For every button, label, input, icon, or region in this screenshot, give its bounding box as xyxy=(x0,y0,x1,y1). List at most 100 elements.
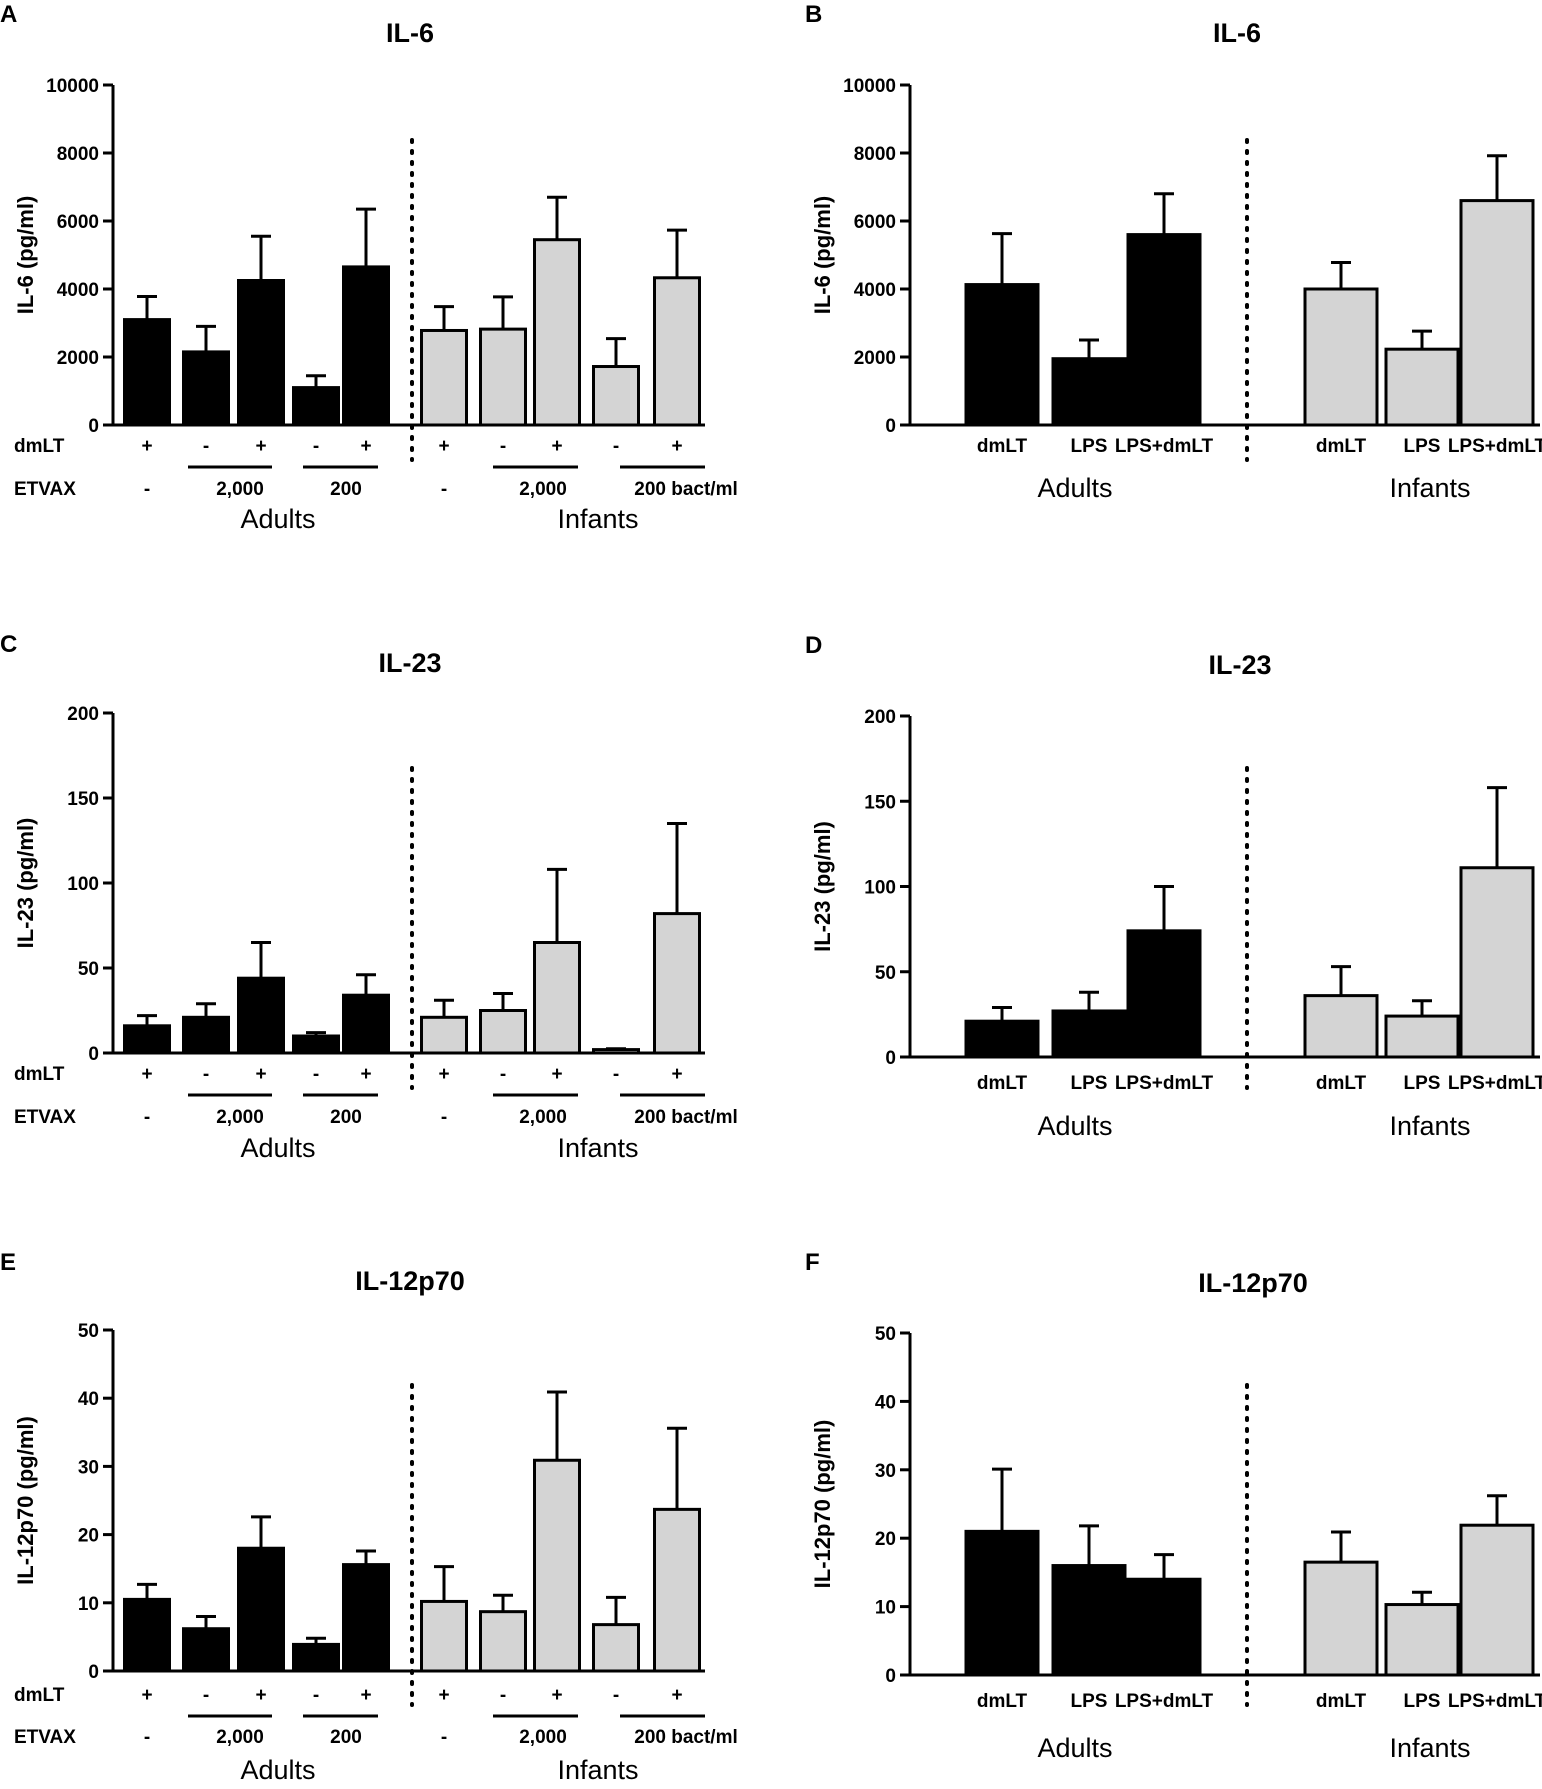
bar xyxy=(479,327,527,427)
group-label-adults: Adults xyxy=(240,1755,315,1785)
dmlt-sign: - xyxy=(203,436,209,457)
category-label: LPS+dmLT xyxy=(1115,436,1214,457)
dmlt-row-label: dmLT xyxy=(14,1685,65,1706)
category-label: LPS xyxy=(1404,1073,1441,1094)
category-label: dmLT xyxy=(977,1691,1028,1712)
category-label: LPS+dmLT xyxy=(1448,1073,1542,1094)
dmlt-sign: + xyxy=(255,436,266,457)
etvax-row-label: ETVAX xyxy=(14,1107,76,1128)
y-tick-label: 200 xyxy=(67,704,99,725)
bar xyxy=(653,912,701,1055)
etvax-row-label: ETVAX xyxy=(14,1727,76,1748)
y-tick-label: 150 xyxy=(67,789,99,810)
dmlt-sign: + xyxy=(551,436,562,457)
bar xyxy=(420,1599,468,1673)
bar xyxy=(964,283,1040,427)
etvax-label: 2,000 xyxy=(519,479,567,500)
y-tick-label: 200 xyxy=(864,707,896,728)
etvax-label: 200 bact/ml xyxy=(634,1107,738,1128)
bar xyxy=(1051,357,1127,427)
chart-title: IL-6 xyxy=(1213,18,1261,48)
y-tick-label: 10000 xyxy=(843,76,896,97)
y-tick-label: 0 xyxy=(88,416,99,437)
y-tick-label: 0 xyxy=(88,1662,99,1683)
y-tick-label: 10 xyxy=(875,1598,896,1619)
bar xyxy=(342,993,390,1055)
dmlt-sign: - xyxy=(500,436,506,457)
group-label-adults: Adults xyxy=(1037,1111,1112,1141)
etvax-label: - xyxy=(144,1107,150,1128)
etvax-label: - xyxy=(441,479,447,500)
dmlt-sign: + xyxy=(551,1064,562,1085)
panel-letter: C xyxy=(0,631,17,658)
y-tick-label: 0 xyxy=(885,1048,896,1069)
etvax-label: 2,000 xyxy=(216,479,264,500)
y-axis-label: IL-6 (pg/ml) xyxy=(810,196,835,315)
dmlt-sign: - xyxy=(313,1064,319,1085)
group-label-infants: Infants xyxy=(557,504,638,534)
dmlt-sign: - xyxy=(313,436,319,457)
dmlt-sign: + xyxy=(141,436,152,457)
bar xyxy=(182,1015,230,1055)
group-label-adults: Adults xyxy=(240,1133,315,1163)
y-tick-label: 6000 xyxy=(854,212,896,233)
y-axis-label: IL-6 (pg/ml) xyxy=(13,196,38,315)
dmlt-sign: + xyxy=(671,1685,682,1706)
bar xyxy=(964,1529,1040,1677)
bar xyxy=(1459,866,1535,1059)
dmlt-sign: + xyxy=(255,1685,266,1706)
category-label: dmLT xyxy=(977,436,1028,457)
dmlt-sign: + xyxy=(551,1685,562,1706)
panel-letter: F xyxy=(805,1249,820,1276)
bar xyxy=(1303,287,1379,427)
bar xyxy=(533,1458,581,1673)
bar xyxy=(420,1015,468,1055)
bar xyxy=(1126,1577,1202,1677)
y-axis-label: IL-23 (pg/ml) xyxy=(13,818,38,949)
etvax-label: - xyxy=(144,479,150,500)
dmlt-sign: - xyxy=(500,1064,506,1085)
panel-letter: B xyxy=(805,1,822,28)
bar xyxy=(479,1009,527,1055)
category-label: LPS+dmLT xyxy=(1115,1073,1214,1094)
category-label: LPS xyxy=(1404,1691,1441,1712)
dmlt-sign: + xyxy=(438,1064,449,1085)
etvax-label: 200 bact/ml xyxy=(634,479,738,500)
bar xyxy=(1384,347,1460,427)
bar xyxy=(1051,1009,1127,1059)
dmlt-sign: + xyxy=(438,1685,449,1706)
bar xyxy=(1303,1560,1379,1677)
bar xyxy=(237,976,285,1055)
bar xyxy=(479,1610,527,1673)
dmlt-sign: + xyxy=(255,1064,266,1085)
panel-e: E IL-12p70 0 10 20 30 40 50 IL-12p70 (pg/ml) dmLT… xyxy=(0,1249,738,1785)
bar xyxy=(292,1642,340,1673)
category-label: LPS xyxy=(1071,436,1108,457)
bar xyxy=(1303,994,1379,1059)
etvax-label: 200 bact/ml xyxy=(634,1727,738,1748)
group-label-adults: Adults xyxy=(240,504,315,534)
panel-letter: E xyxy=(0,1249,16,1276)
chart-title: IL-6 xyxy=(386,18,434,48)
y-tick-label: 10 xyxy=(78,1594,99,1615)
panel-a: A IL-6 0 2000 4000 6000 8000 10000 IL-6 (pg/ml) d… xyxy=(0,1,738,534)
group-label-adults: Adults xyxy=(1037,473,1112,503)
y-tick-label: 100 xyxy=(67,874,99,895)
category-label: LPS+dmLT xyxy=(1448,1691,1542,1712)
dmlt-sign: - xyxy=(613,1064,619,1085)
y-tick-label: 6000 xyxy=(57,212,99,233)
dmlt-row-label: dmLT xyxy=(14,436,65,457)
bar xyxy=(237,1546,285,1673)
bar xyxy=(592,1623,640,1673)
category-label: LPS xyxy=(1071,1073,1108,1094)
group-label-infants: Infants xyxy=(1389,1733,1470,1763)
bar xyxy=(964,1019,1040,1059)
dmlt-sign: + xyxy=(360,1064,371,1085)
y-tick-label: 150 xyxy=(864,792,896,813)
group-label-infants: Infants xyxy=(1389,473,1470,503)
y-axis-label: IL-12p70 (pg/ml) xyxy=(13,1416,38,1585)
y-tick-label: 0 xyxy=(88,1044,99,1065)
panel-f: F IL-12p70 0 10 20 30 40 50 IL-12p70 (pg/ml) dmLT… xyxy=(805,1249,1542,1763)
bar xyxy=(1051,1564,1127,1677)
